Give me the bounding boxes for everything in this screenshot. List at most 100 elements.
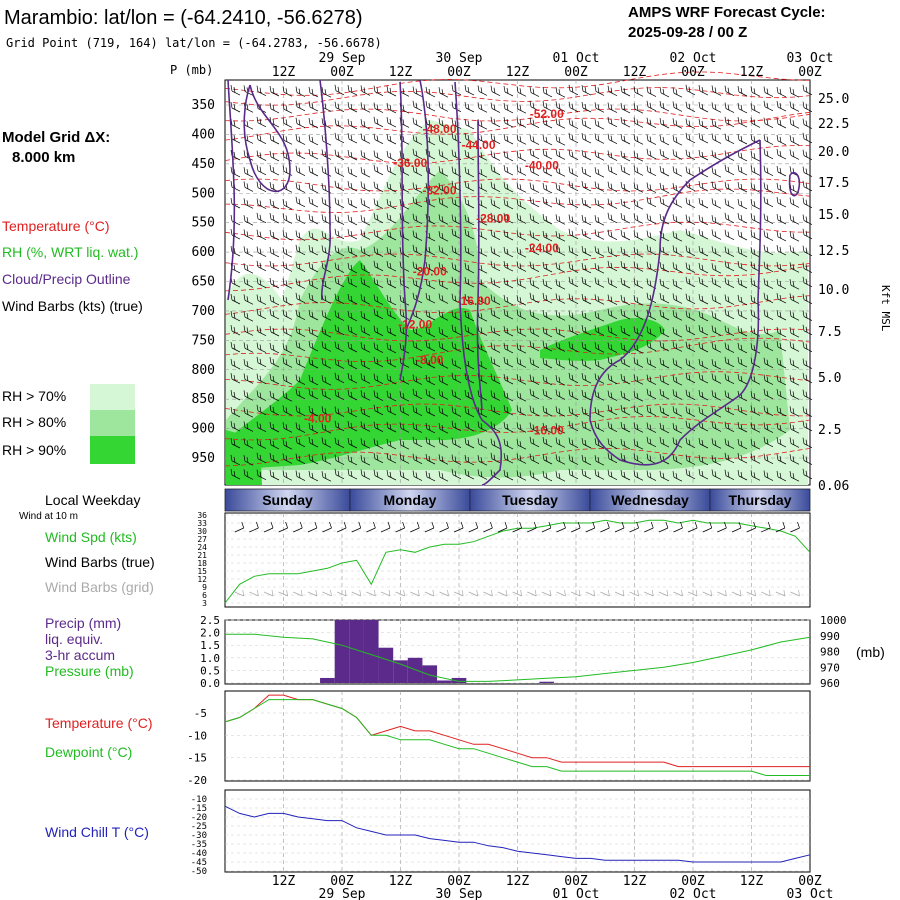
wind-barb-shaft [543, 380, 553, 386]
wind-barb-feather [701, 375, 704, 381]
wind-barb-feather [737, 133, 740, 141]
wind-barb-shaft [790, 236, 800, 242]
wind-barb-feather [659, 182, 662, 189]
wind-barb-feather [792, 295, 795, 301]
wind-barb-feather [688, 199, 691, 206]
wind-barb [490, 102, 501, 113]
wind-barb-shaft [660, 332, 670, 338]
wind-barb [334, 358, 345, 369]
wind-barb [633, 278, 644, 289]
wind-barb-feather [467, 439, 470, 446]
wind-barb [373, 116, 384, 128]
wind-barb [451, 389, 462, 401]
wind-barb-feather [584, 199, 587, 206]
wind-barb-feather [493, 392, 496, 399]
wind-barb-feather [321, 471, 324, 478]
wind-barb-feather [230, 214, 233, 221]
wind-barb-feather [763, 86, 766, 93]
wind-barb [373, 164, 384, 176]
wind-barb-shaft [465, 316, 475, 322]
wind-barb-feather [636, 345, 639, 351]
wind-barb-feather [675, 103, 678, 109]
wind-barb-shaft [543, 250, 553, 256]
wind-barb-shaft [530, 315, 540, 321]
wind-barb-shaft [335, 172, 345, 177]
wind-barb-shaft [556, 443, 566, 448]
wind-barb-feather [685, 262, 688, 269]
wind-barb [295, 292, 306, 304]
wind-barb [256, 164, 267, 176]
wind-barb-feather [805, 182, 808, 189]
wind-barb-feather [659, 278, 662, 285]
wind-barb-feather [308, 357, 311, 365]
wind-barb-shaft [751, 204, 761, 210]
wind-barb-feather [805, 278, 808, 285]
wind-barb-feather [480, 87, 483, 93]
wind-barb [763, 278, 774, 289]
wind-barb-shaft [309, 346, 319, 352]
wind-barb-feather [727, 454, 730, 461]
wind-barb-feather [620, 469, 623, 477]
wind-barb [334, 324, 345, 336]
wind-barb-feather [519, 359, 522, 365]
wind-barb-feather [503, 261, 506, 268]
wind-barb-feather [724, 212, 727, 219]
wind-barb-feather [363, 169, 366, 175]
wind-barb-feather [805, 470, 808, 477]
wind-barb-feather [698, 262, 701, 269]
wind-barb-feather [311, 439, 314, 445]
wind-barb-shaft [582, 124, 592, 130]
wind-barb-feather [516, 247, 519, 254]
wind-barb-feather [727, 262, 730, 269]
temperature-contour-label: -52.00 [530, 107, 564, 121]
wind-barb [438, 375, 449, 386]
wind-barb-feather [584, 264, 587, 271]
wind-barb-shaft [374, 362, 384, 368]
wind-barb [386, 309, 397, 320]
wind-barb [230, 389, 241, 401]
wind-barb-feather [285, 311, 288, 317]
wind-barb-feather [233, 471, 236, 477]
wind-barb [633, 405, 644, 416]
wind-barb [308, 293, 319, 304]
wind-barb-feather [464, 421, 467, 428]
wind-barb-shaft [634, 348, 644, 354]
wind-barb-shaft [452, 90, 462, 96]
wind-barb-shaft [478, 268, 488, 274]
wind-barb [399, 326, 410, 337]
wind-barb-feather [636, 407, 639, 413]
wind-barb-feather [672, 231, 675, 238]
wind-barb-shaft [647, 92, 657, 97]
wind-barb-feather [282, 151, 285, 158]
wind-barb-feather [532, 215, 535, 222]
wind-barb-shaft [439, 476, 449, 482]
wind-barb [256, 404, 267, 416]
wind-barb-feather [662, 136, 665, 143]
wind-barb [659, 470, 670, 482]
wind-barb-feather [425, 197, 428, 204]
wind-barb [646, 100, 657, 112]
wind-barb-feather [636, 376, 639, 382]
wind-barb [698, 229, 709, 240]
wind-barb-feather [659, 293, 662, 300]
wind-barb-feather [727, 406, 730, 413]
wind-barb [503, 261, 514, 272]
wind-barb-shaft [335, 330, 345, 336]
wind-barb-feather [646, 213, 649, 220]
wind-barb-shaft [465, 426, 475, 432]
wind-barb-shaft [803, 186, 813, 192]
wind-barb-shaft [673, 155, 683, 160]
wind-barb [594, 311, 605, 322]
wind-barb-feather [750, 261, 753, 268]
wind-barb-feather [737, 405, 740, 412]
pressure-unit-label: (mb) [856, 644, 885, 660]
wind-barb-feather [688, 86, 691, 93]
wind-barb-grid [564, 589, 566, 597]
wind-barb [568, 245, 579, 257]
wind-barb-feather [399, 309, 402, 316]
wind-barb-feather [480, 121, 483, 127]
wind-barb-feather [415, 102, 418, 109]
wind-barb-feather [360, 85, 363, 92]
wind-barb-feather [558, 343, 561, 349]
wind-barb-feather [542, 470, 545, 477]
